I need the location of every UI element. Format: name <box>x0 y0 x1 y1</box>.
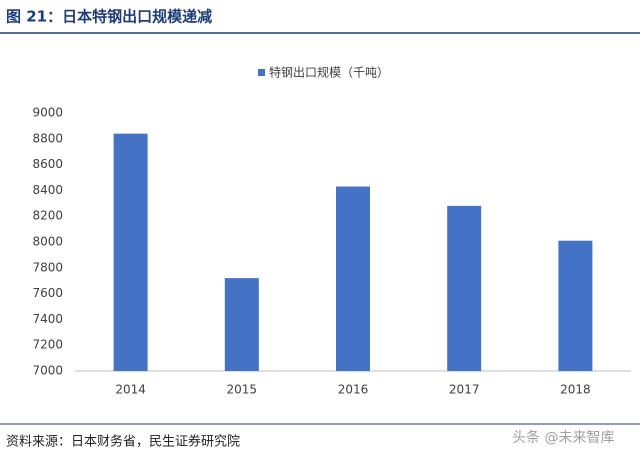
y-tick-label: 9000 <box>32 106 63 120</box>
y-tick-label: 8000 <box>32 235 63 249</box>
bar <box>224 278 259 371</box>
y-tick-label: 7600 <box>32 286 63 300</box>
y-tick-label: 7000 <box>32 364 63 378</box>
legend-label: 特钢出口规模（千吨） <box>269 65 389 80</box>
y-tick-label: 7200 <box>32 338 63 352</box>
y-tick-label: 8200 <box>32 209 63 223</box>
source: 资料来源：日本财务省，民生证券研究院 <box>6 434 240 450</box>
x-tick-label: 2015 <box>227 383 258 397</box>
y-tick-label: 8600 <box>32 157 63 171</box>
legend-swatch <box>258 69 265 76</box>
x-tick-label: 2017 <box>449 383 480 397</box>
bar <box>113 133 148 371</box>
bar <box>336 186 370 371</box>
chart-title: 图 21：日本特钢出口规模递减 <box>6 8 212 26</box>
y-tick-label: 8400 <box>32 183 63 197</box>
x-tick-label: 2014 <box>115 383 146 397</box>
bar <box>558 240 593 371</box>
y-tick-label: 8800 <box>32 131 63 145</box>
watermark: 头条 @未来智库 <box>512 429 614 446</box>
y-tick-label: 7400 <box>32 312 63 326</box>
x-tick-label: 2018 <box>560 383 591 397</box>
x-tick-label: 2016 <box>338 383 369 397</box>
y-tick-label: 7800 <box>32 260 63 274</box>
bar <box>447 205 482 371</box>
